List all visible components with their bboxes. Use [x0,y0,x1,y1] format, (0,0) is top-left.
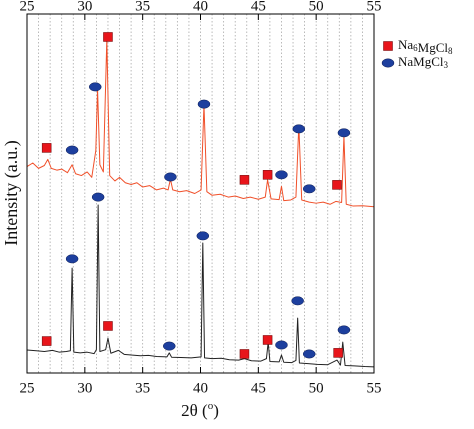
phase-marker [103,32,113,42]
legend-text-part: 3 [444,60,449,70]
x-tick-label: 55 [367,380,382,396]
x-tick-label-top: 25 [20,0,35,14]
phase-marker [41,143,52,153]
x-label-part: ) [213,401,219,420]
phase-marker [333,348,343,358]
xrd-trace [26,39,375,208]
legend-label: Na6MgCl8 [398,37,453,56]
phase-marker [164,172,177,182]
phase-marker [275,340,288,350]
phase-marker [196,231,210,241]
phase-marker [239,349,250,359]
x-tick-label: 45 [251,380,266,396]
x-tick-label-top: 30 [77,0,92,14]
x-tick-label: 30 [77,380,92,396]
phase-marker [197,99,211,109]
phase-marker [275,170,288,180]
x-tick-label-top: 55 [367,0,382,14]
phase-marker [65,145,79,155]
phase-marker [302,349,316,359]
phase-marker [41,336,52,346]
x-label-part: 2θ ( [181,401,208,420]
phase-marker [332,180,342,190]
plot-frame [26,13,375,374]
legend-text-part: 8 [448,46,453,56]
legend-key [381,58,395,68]
x-tick-label: 25 [20,380,35,396]
legend-label: NaMgCl3 [398,54,449,70]
x-tick-label: 50 [309,380,324,396]
phase-marker [88,82,102,92]
legend-key [383,41,393,51]
legend-text-part: NaMgCl [398,54,444,69]
legend-text-part: 6 [413,43,418,53]
x-tick-label-top: 40 [193,0,208,14]
phase-marker [239,175,250,185]
x-tick-label-top: 45 [251,0,266,14]
phase-marker [337,128,351,138]
phase-marker [163,341,176,351]
phase-marker [292,124,306,134]
phase-marker [91,192,105,202]
x-tick-label-top: 35 [135,0,150,14]
x-axis-label: 2θ (o) [181,400,219,420]
x-tick-label-top: 50 [309,0,324,14]
x-tick-label: 40 [193,380,208,396]
x-tick-label: 35 [135,380,150,396]
phase-marker [103,321,113,331]
legend-text-part: Na [398,37,413,52]
legend-text-part: MgCl [418,40,449,55]
phase-marker [262,335,273,345]
x-label-part: o [208,400,214,412]
phase-marker [302,184,316,194]
phase-marker [262,170,273,180]
xrd-trace [26,204,375,368]
phase-marker [291,296,304,306]
y-axis-label: Intensity (a.u.) [1,140,22,245]
phase-marker [337,325,351,335]
phase-marker [65,254,79,264]
